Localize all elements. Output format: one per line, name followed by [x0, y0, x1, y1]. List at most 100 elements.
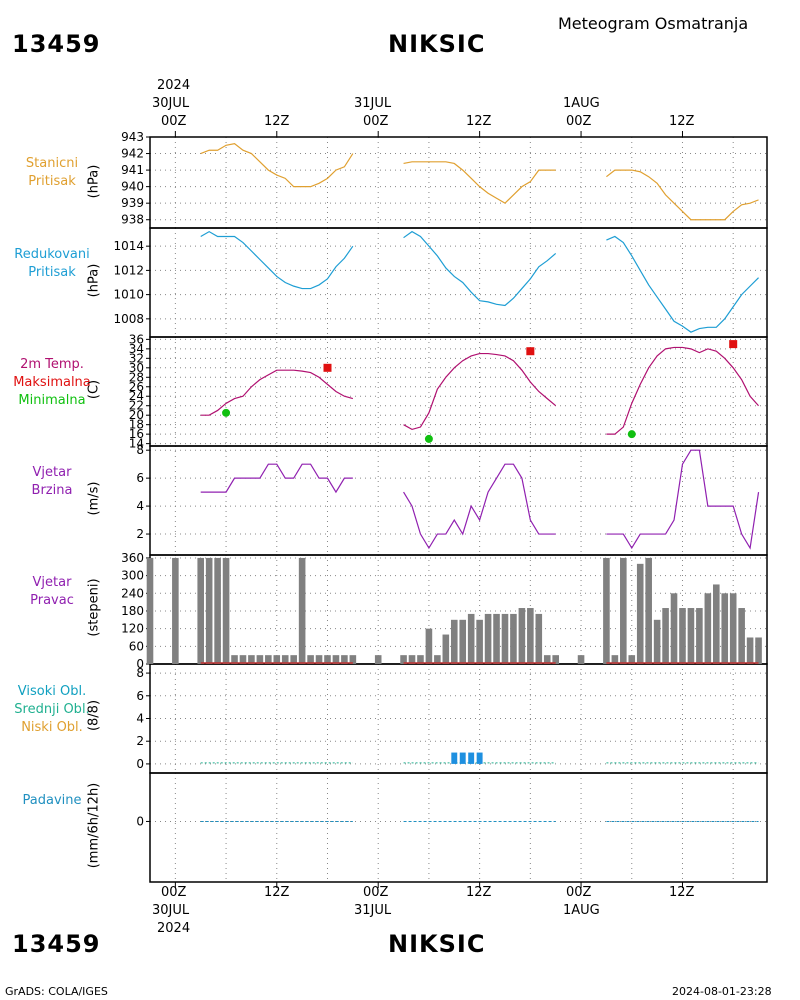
station-pressure-line	[200, 142, 354, 188]
wind-direction-bar	[434, 655, 441, 664]
cloud-bar	[476, 752, 483, 764]
wind-direction-bar	[679, 608, 686, 664]
wind-direction-bar	[738, 608, 745, 664]
bottom-hour-label-2: 12Z	[264, 885, 290, 900]
wind-direction-bar	[341, 655, 348, 664]
temperature-label-2: Maksimalna	[13, 375, 91, 390]
wind-speed-label: Vjetar Brzina	[0, 464, 104, 500]
clouds-label: Visoki Obl. Srednji Obl. Niski Obl.	[0, 683, 104, 737]
y-tick-label: 938	[121, 213, 144, 227]
wind-speed-line	[403, 463, 556, 550]
clouds-label-3: Niski Obl.	[21, 720, 83, 735]
y-tick-label: 22	[129, 399, 144, 413]
wind-direction-bar	[493, 613, 500, 664]
reduced-pressure-label-2: Pritisak	[28, 265, 76, 280]
wind-direction-bar	[484, 613, 492, 664]
reduced-pressure-label-1: Redukovani	[14, 247, 90, 262]
station-pressure-line	[403, 161, 556, 204]
wind-direction-bar	[442, 634, 450, 664]
wind-direction-bar	[552, 655, 559, 664]
wind-direction-label-2: Pravac	[30, 593, 74, 608]
y-tick-label: 943	[121, 130, 144, 144]
wind-direction-bar	[729, 593, 737, 664]
wind-direction-bar	[146, 557, 154, 664]
wind-direction-bar	[450, 619, 458, 664]
station-id-top: 13459	[12, 30, 101, 58]
top-hour-label-3: 00Z	[363, 114, 389, 129]
wind-speed-line	[606, 449, 760, 550]
y-tick-label: 28	[129, 370, 144, 384]
y-tick-label: 2	[136, 734, 144, 748]
y-tick-label: 24	[129, 389, 144, 403]
wind-direction-label: Vjetar Pravac	[0, 574, 104, 610]
wind-direction-bar	[205, 557, 213, 664]
top-hour-label-1: 00Z	[161, 114, 187, 129]
reduced-pressure-line	[606, 235, 759, 333]
station-pressure-label: Stanicni Pritisak	[0, 155, 104, 191]
wind-direction-bar	[324, 655, 331, 664]
bottom-hour-label-5: 00Z	[566, 885, 592, 900]
temperature-label-1: 2m Temp.	[20, 357, 84, 372]
tmin-marker	[424, 434, 433, 443]
wind-direction-bar	[611, 655, 619, 664]
wind-direction-bar	[248, 655, 255, 664]
wind-direction-bar	[222, 557, 230, 664]
y-tick-label: 8	[136, 443, 144, 457]
top-hour-label-4: 12Z	[466, 114, 492, 129]
wind-direction-bar	[273, 655, 281, 664]
chart-title: Meteogram Osmatranja	[558, 14, 749, 33]
y-tick-label: 36	[129, 332, 144, 346]
y-tick-label: 32	[129, 351, 144, 365]
wind-direction-bar	[577, 655, 585, 664]
wind-direction-bar	[628, 655, 636, 664]
cloud-bar	[459, 752, 466, 764]
wind-direction-bar	[290, 655, 297, 664]
wind-direction-bar	[408, 655, 416, 664]
wind-direction-bar	[721, 593, 729, 664]
y-tick-label: 6	[136, 471, 144, 485]
station-pressure-label-2: Pritisak	[28, 174, 76, 189]
clouds-label-1: Visoki Obl.	[17, 684, 87, 699]
temperature-line	[200, 369, 354, 416]
wind-speed-line	[200, 463, 353, 494]
wind-direction-bar	[417, 655, 424, 664]
top-hour-label-2: 12Z	[264, 114, 290, 129]
wind-direction-bar	[527, 608, 534, 664]
clouds-label-2: Srednji Obl.	[14, 702, 90, 717]
wind-speed-label-2: Brzina	[31, 483, 73, 498]
cloud-bar	[468, 752, 475, 764]
y-tick-label: 26	[129, 380, 144, 394]
y-tick-label: 939	[121, 196, 144, 210]
tmax-marker	[323, 363, 332, 372]
reduced-pressure-line	[403, 230, 557, 307]
top-year-label: 2024	[157, 78, 191, 93]
wind-direction-bar	[704, 593, 712, 664]
temperature-label-3: Minimalna	[18, 393, 86, 408]
temperature-line	[606, 346, 759, 435]
wind-direction-bar	[197, 557, 205, 664]
reduced-pressure-line	[200, 230, 354, 290]
tmax-marker	[729, 340, 738, 349]
wind-direction-bar	[636, 563, 644, 664]
precip-label: Padavine	[0, 792, 104, 810]
bottom-hour-label-4: 12Z	[466, 885, 492, 900]
wind-direction-label-1: Vjetar	[32, 575, 72, 590]
y-tick-label: 4	[136, 499, 144, 513]
y-tick-label: 941	[121, 163, 144, 177]
credit-text: GrADS: COLA/IGES	[5, 985, 108, 998]
wind-direction-bar	[425, 628, 433, 664]
y-tick-label: 18	[129, 418, 144, 432]
station-pressure-label-1: Stanicni	[25, 156, 79, 171]
y-tick-label: 0	[136, 657, 144, 671]
y-tick-label: 0	[136, 757, 144, 771]
y-tick-label: 4	[136, 712, 144, 726]
panel-frame	[149, 445, 768, 556]
tmin-marker	[627, 430, 636, 439]
y-tick-label: 6	[136, 689, 144, 703]
wind-direction-bar	[510, 613, 517, 664]
y-tick-label: 180	[121, 604, 144, 618]
bottom-hour-label-6: 12Z	[669, 885, 695, 900]
wind-direction-bar	[603, 557, 610, 664]
wind-direction-bar	[518, 608, 526, 664]
